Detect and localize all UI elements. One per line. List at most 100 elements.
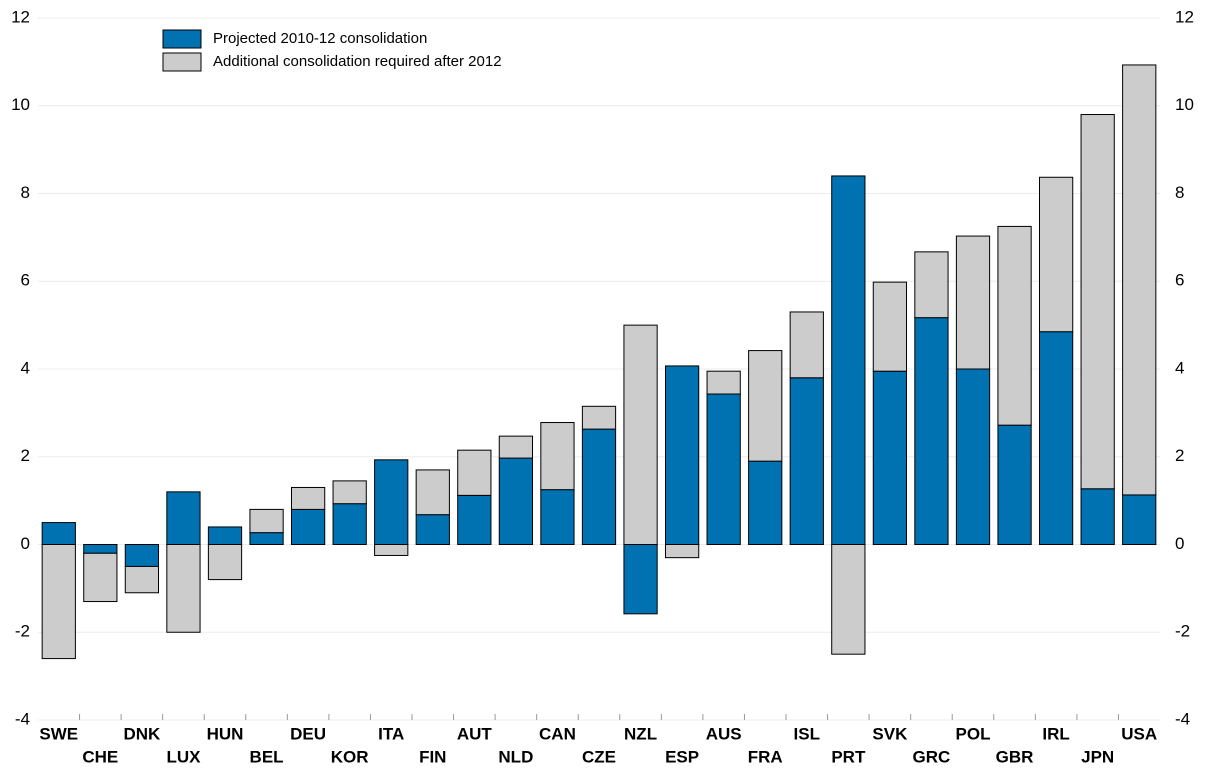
x-tick-label: JPN <box>1081 747 1114 766</box>
bar <box>872 281 908 372</box>
bar <box>290 486 326 510</box>
bar <box>706 370 741 395</box>
bar <box>1038 331 1074 545</box>
bar <box>789 311 824 379</box>
x-tick-label: USA <box>1121 724 1157 743</box>
y2-tick-label: -4 <box>1175 709 1190 728</box>
bar <box>498 435 534 459</box>
x-tick-label: GRC <box>913 747 951 766</box>
bar <box>166 544 201 633</box>
x-tick-label: AUT <box>457 724 493 743</box>
x-tick-label: PRT <box>831 747 866 766</box>
bar <box>581 428 617 546</box>
bar <box>1080 488 1115 545</box>
x-tick-label: POL <box>956 724 991 743</box>
bar <box>124 565 160 594</box>
bar <box>290 508 326 545</box>
x-tick-label: LUX <box>166 747 201 766</box>
y2-tick-label: 10 <box>1175 95 1194 114</box>
y-tick-label: 6 <box>21 271 30 290</box>
bar <box>83 544 118 554</box>
x-tick-label: BEL <box>250 747 284 766</box>
x-tick-label: ESP <box>665 747 699 766</box>
y-tick-label: 0 <box>21 534 30 553</box>
x-tick-label: FRA <box>748 747 783 766</box>
y2-tick-label: 8 <box>1175 183 1184 202</box>
bar <box>664 365 700 545</box>
bar <box>1080 114 1115 490</box>
legend-swatch <box>162 29 202 49</box>
bar <box>41 544 76 660</box>
bar <box>914 251 949 319</box>
x-tick-label: HUN <box>207 724 244 743</box>
bar <box>955 368 991 545</box>
legend-label: Projected 2010-12 consolidation <box>213 30 427 47</box>
bar <box>249 532 284 545</box>
bar <box>914 317 949 546</box>
x-tick-label: GBR <box>996 747 1034 766</box>
y2-tick-label: 4 <box>1175 358 1184 377</box>
bar <box>664 544 700 559</box>
bar <box>457 449 492 496</box>
x-tick-label: NZL <box>624 724 657 743</box>
bar <box>748 350 783 462</box>
bar <box>540 489 575 545</box>
y-tick-label: -2 <box>15 622 30 641</box>
bar <box>83 552 118 603</box>
x-tick-label: SVK <box>872 724 908 743</box>
y-tick-label: 4 <box>21 358 30 377</box>
x-tick-label: FIN <box>419 747 446 766</box>
bar <box>374 459 409 546</box>
y-tick-label: 8 <box>21 183 30 202</box>
x-tick-label: DNK <box>123 724 161 743</box>
x-tick-label: AUS <box>706 724 742 743</box>
legend-swatch <box>162 52 202 72</box>
x-tick-label: KOR <box>331 747 369 766</box>
bar <box>1038 176 1074 333</box>
x-tick-label: CHE <box>82 747 118 766</box>
bar <box>997 424 1032 545</box>
bar <box>498 457 534 545</box>
bar <box>623 544 658 615</box>
bar <box>249 508 284 534</box>
y2-tick-label: 0 <box>1175 534 1184 553</box>
bar <box>457 494 492 545</box>
x-tick-label: IRL <box>1042 724 1069 743</box>
bar <box>831 175 866 545</box>
bar <box>415 469 450 516</box>
bar <box>997 225 1032 426</box>
bar <box>207 526 243 546</box>
bar <box>831 544 866 655</box>
x-tick-label: SWE <box>39 724 78 743</box>
y2-tick-label: 12 <box>1175 7 1194 26</box>
y-tick-label: 12 <box>11 7 30 26</box>
bar <box>124 544 160 567</box>
x-tick-label: ISL <box>794 724 820 743</box>
bar <box>789 377 824 545</box>
y2-tick-label: 2 <box>1175 446 1184 465</box>
bar <box>748 460 783 546</box>
bar <box>1122 494 1157 546</box>
bar <box>374 544 409 556</box>
bar <box>415 514 450 545</box>
y-tick-label: -4 <box>15 709 30 728</box>
bar <box>623 324 658 545</box>
bar <box>207 544 243 581</box>
bar <box>166 491 201 546</box>
legend-label: Additional consolidation required after … <box>213 53 502 70</box>
x-tick-label: CZE <box>582 747 616 766</box>
x-tick-label: NLD <box>498 747 533 766</box>
bar <box>332 503 367 546</box>
bar <box>706 393 741 546</box>
bar <box>332 480 367 505</box>
bar <box>581 405 617 430</box>
bar <box>540 422 575 491</box>
y-tick-label: 10 <box>11 95 30 114</box>
bar <box>872 370 908 545</box>
y2-tick-label: -2 <box>1175 622 1190 641</box>
bar <box>955 235 991 370</box>
x-tick-label: DEU <box>290 724 326 743</box>
x-tick-label: ITA <box>378 724 404 743</box>
y-tick-label: 2 <box>21 446 30 465</box>
